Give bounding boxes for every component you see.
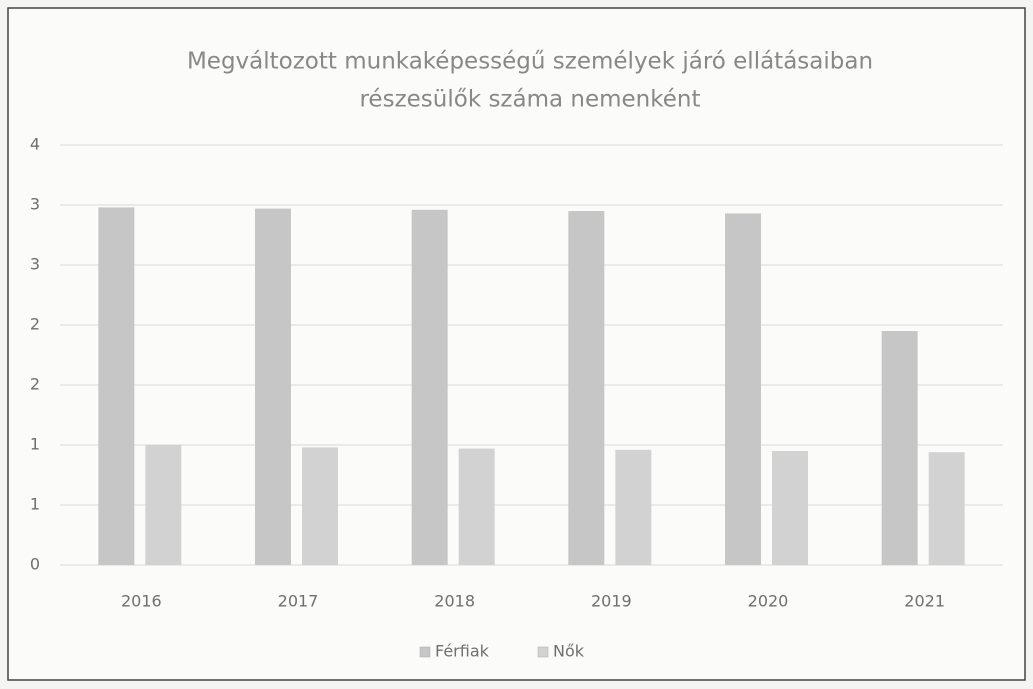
y-tick-label: 2 [30, 375, 40, 394]
bar [98, 207, 135, 565]
bar [302, 447, 338, 565]
x-tick-label: 2018 [434, 592, 475, 611]
bar [881, 331, 918, 565]
x-tick-label: 2019 [591, 592, 632, 611]
y-tick-label: 3 [30, 255, 40, 274]
legend-swatch [419, 646, 431, 658]
x-tick-label: 2021 [904, 592, 945, 611]
bar [411, 209, 448, 566]
legend-label: Nők [553, 642, 585, 661]
y-tick-label: 2 [30, 315, 40, 334]
x-tick-label: 2016 [121, 592, 162, 611]
legend-swatch [537, 646, 549, 658]
bar [615, 449, 652, 565]
y-tick-label: 1 [30, 435, 40, 454]
chart-frame [7, 7, 1026, 681]
x-tick-label: 2020 [748, 592, 789, 611]
chart-subtitle: részesülők száma nemenként [359, 87, 700, 113]
bar [255, 208, 291, 565]
bar [145, 445, 182, 565]
bar [458, 448, 495, 565]
bar [928, 452, 965, 565]
y-tick-label: 4 [30, 135, 40, 154]
bar [772, 451, 808, 565]
y-tick-label: 1 [30, 495, 40, 514]
x-tick-label: 2017 [278, 592, 319, 611]
y-tick-label: 3 [30, 195, 40, 214]
chart-title: Megváltozott munkaképességű személyek já… [187, 49, 873, 75]
y-tick-label: 0 [30, 555, 40, 574]
bar [725, 213, 761, 565]
legend-label: Férfiak [435, 642, 490, 661]
bar [568, 211, 605, 565]
